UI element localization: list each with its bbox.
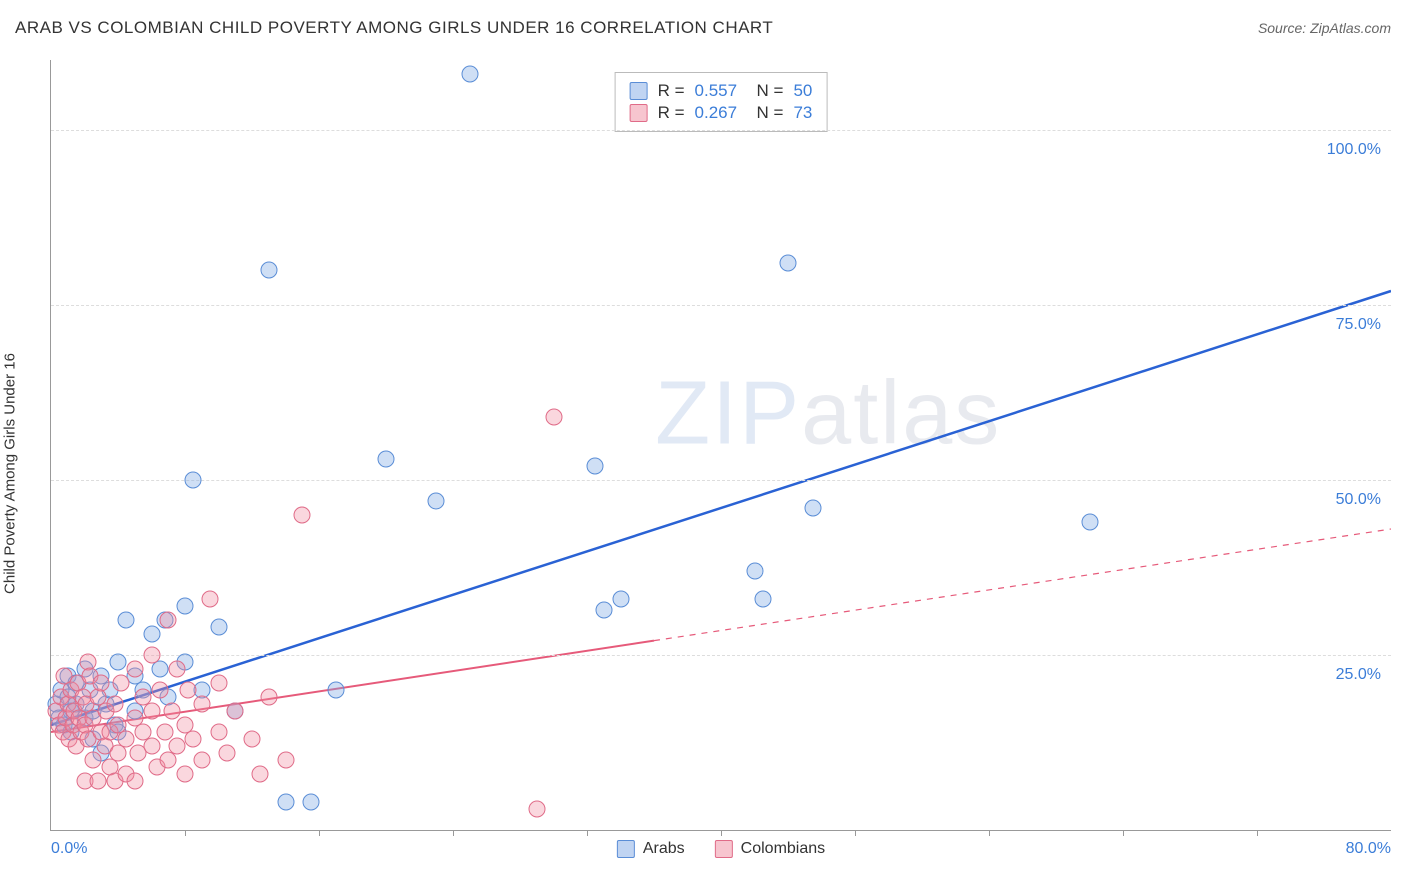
y-tick-label: 75.0% <box>1336 316 1381 334</box>
chart-title: ARAB VS COLOMBIAN CHILD POVERTY AMONG GI… <box>15 18 773 38</box>
x-tick <box>587 830 588 836</box>
data-point <box>595 601 612 618</box>
data-point <box>378 451 395 468</box>
data-point <box>277 794 294 811</box>
y-axis-title: Child Poverty Among Girls Under 16 <box>2 353 19 594</box>
data-point <box>210 724 227 741</box>
plot-area: ZIPatlas R = 0.557 N = 50 R = 0.267 N = … <box>50 60 1391 831</box>
x-tick <box>185 830 186 836</box>
data-point <box>193 696 210 713</box>
data-point <box>612 591 629 608</box>
data-point <box>89 773 106 790</box>
data-point <box>1081 514 1098 531</box>
data-point <box>160 612 177 629</box>
gridline <box>51 305 1391 306</box>
data-point <box>244 731 261 748</box>
data-point <box>177 766 194 783</box>
trend-lines <box>51 60 1391 830</box>
data-point <box>143 703 160 720</box>
data-point <box>143 738 160 755</box>
data-point <box>277 752 294 769</box>
data-point <box>227 703 244 720</box>
data-point <box>168 738 185 755</box>
data-point <box>185 731 202 748</box>
data-point <box>805 500 822 517</box>
gridline <box>51 480 1391 481</box>
data-point <box>110 654 127 671</box>
data-point <box>202 591 219 608</box>
data-point <box>113 675 130 692</box>
data-point <box>143 626 160 643</box>
data-point <box>327 682 344 699</box>
data-point <box>218 745 235 762</box>
data-point <box>210 675 227 692</box>
data-point <box>168 661 185 678</box>
x-tick-label: 80.0% <box>1346 840 1391 858</box>
x-tick <box>989 830 990 836</box>
legend-series-item: Colombians <box>715 840 825 858</box>
legend-correlation-row: R = 0.267 N = 73 <box>630 103 813 123</box>
data-point <box>252 766 269 783</box>
data-point <box>260 262 277 279</box>
data-point <box>294 507 311 524</box>
legend-swatch <box>630 104 648 122</box>
data-point <box>587 458 604 475</box>
data-point <box>180 682 197 699</box>
y-tick-label: 25.0% <box>1336 666 1381 684</box>
x-tick <box>1123 830 1124 836</box>
data-point <box>118 731 135 748</box>
data-point <box>260 689 277 706</box>
legend-correlation: R = 0.557 N = 50 R = 0.267 N = 73 <box>615 72 828 132</box>
x-tick-label: 0.0% <box>51 840 87 858</box>
x-tick <box>319 830 320 836</box>
data-point <box>84 752 101 769</box>
data-point <box>126 773 143 790</box>
y-tick-label: 100.0% <box>1327 141 1381 159</box>
chart-header: ARAB VS COLOMBIAN CHILD POVERTY AMONG GI… <box>15 18 1391 38</box>
x-tick <box>453 830 454 836</box>
watermark: ZIPatlas <box>655 363 1001 466</box>
data-point <box>545 409 562 426</box>
data-point <box>126 661 143 678</box>
data-point <box>528 801 545 818</box>
data-point <box>193 752 210 769</box>
x-tick <box>855 830 856 836</box>
data-point <box>210 619 227 636</box>
y-tick-label: 50.0% <box>1336 491 1381 509</box>
data-point <box>151 682 168 699</box>
data-point <box>118 612 135 629</box>
data-point <box>163 703 180 720</box>
data-point <box>106 696 123 713</box>
data-point <box>302 794 319 811</box>
legend-swatch <box>715 840 733 858</box>
data-point <box>461 66 478 83</box>
chart-container: Child Poverty Among Girls Under 16 ZIPat… <box>0 50 1406 880</box>
data-point <box>185 472 202 489</box>
x-tick <box>1257 830 1258 836</box>
data-point <box>156 724 173 741</box>
legend-swatch <box>617 840 635 858</box>
data-point <box>428 493 445 510</box>
data-point <box>93 675 110 692</box>
legend-series: Arabs Colombians <box>617 840 825 858</box>
data-point <box>746 563 763 580</box>
x-tick <box>721 830 722 836</box>
legend-correlation-row: R = 0.557 N = 50 <box>630 81 813 101</box>
legend-swatch <box>630 82 648 100</box>
data-point <box>143 647 160 664</box>
legend-series-item: Arabs <box>617 840 685 858</box>
gridline <box>51 655 1391 656</box>
gridline <box>51 130 1391 131</box>
data-point <box>780 255 797 272</box>
data-point <box>754 591 771 608</box>
chart-source: Source: ZipAtlas.com <box>1258 20 1391 36</box>
data-point <box>177 598 194 615</box>
